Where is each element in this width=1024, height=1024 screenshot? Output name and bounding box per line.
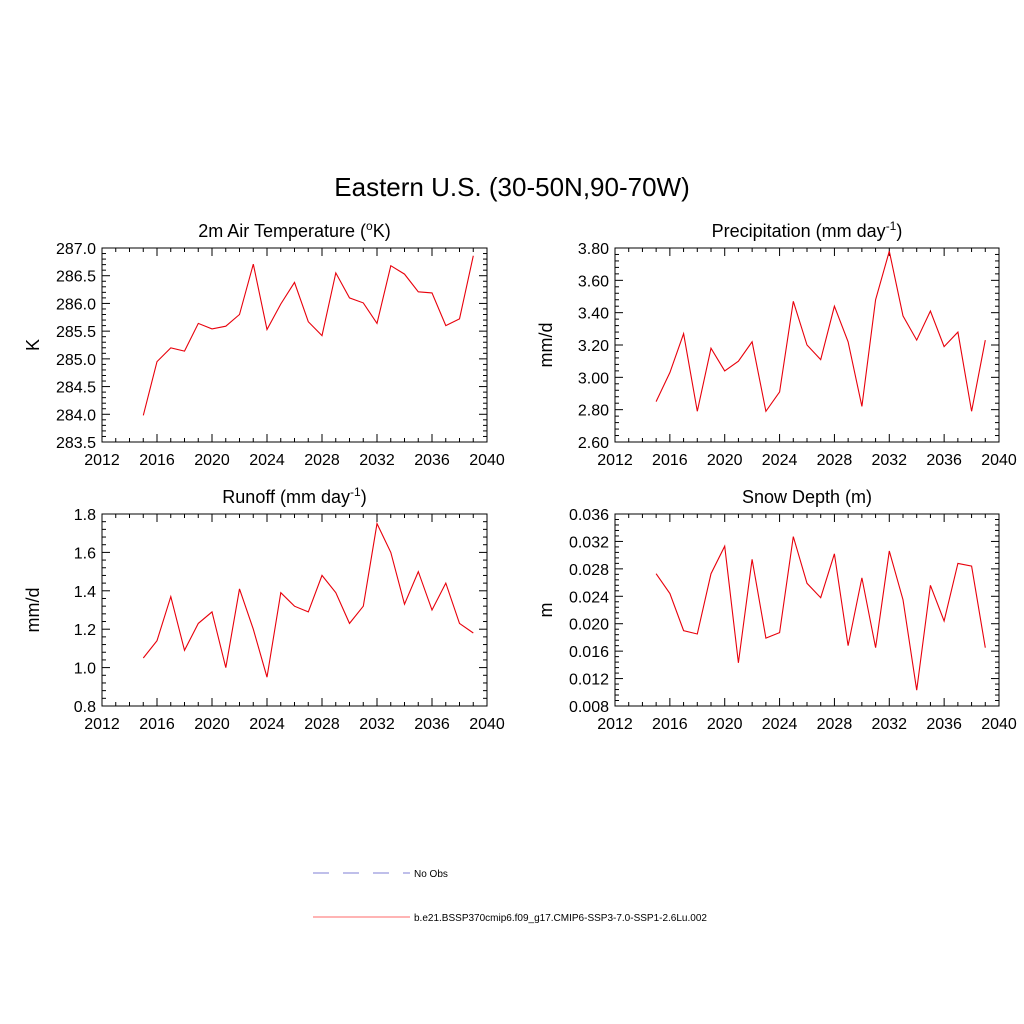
y-axis-label-snow-depth: m	[536, 603, 556, 618]
panel-title-precipitation: Precipitation (mm day-1)	[712, 219, 903, 241]
x-tick-label: 2012	[84, 716, 120, 733]
y-tick-label: 287.0	[56, 241, 96, 258]
y-tick-label: 1.2	[74, 622, 96, 639]
y-tick-label: 0.028	[569, 562, 609, 579]
x-tick-label: 2040	[981, 452, 1017, 469]
x-tick-label: 2036	[414, 716, 450, 733]
y-axis-label-air-temperature: K	[23, 339, 43, 351]
x-tick-label: 2028	[304, 716, 340, 733]
legend-label-model-run: b.e21.BSSP370cmip6.f09_g17.CMIP6-SSP3-7.…	[414, 913, 707, 924]
y-tick-label: 3.60	[578, 273, 609, 290]
y-tick-label: 285.5	[56, 324, 96, 341]
plot-frame	[101, 247, 488, 443]
y-tick-label: 1.4	[74, 584, 96, 601]
series-line-precipitation	[655, 251, 986, 413]
x-tick-label: 2020	[707, 452, 743, 469]
y-tick-label: 1.8	[74, 507, 96, 524]
y-tick-label: 284.5	[56, 380, 96, 397]
chart-runoff: Runoff (mm day-1) mm/d 2012 2016 2020 2024 202…	[23, 485, 505, 733]
x-tick-label: 2016	[652, 716, 688, 733]
x-tick-label: 2040	[469, 452, 505, 469]
x-tick-label: 2028	[304, 452, 340, 469]
x-tick-label: 2032	[871, 452, 907, 469]
y-tick-label: 0.024	[569, 589, 609, 606]
y-tick-label: 0.020	[569, 617, 609, 634]
y-tick-label: 3.80	[578, 241, 609, 258]
y-tick-label: 0.036	[569, 507, 609, 524]
x-tick-label: 2020	[194, 716, 230, 733]
y-tick-label: 283.5	[56, 435, 96, 452]
x-tick-label: 2036	[926, 716, 962, 733]
x-tick-label: 2024	[762, 716, 798, 733]
chart-precipitation: Precipitation (mm day-1) mm/d 2012 2016 2020…	[536, 219, 1017, 469]
x-tick-label: 2016	[652, 452, 688, 469]
panel-title-snow-depth: Snow Depth (m)	[742, 487, 872, 507]
y-tick-label: 1.0	[74, 661, 96, 678]
panel-title-runoff: Runoff (mm day-1)	[222, 485, 366, 507]
x-tick-label: 2012	[84, 452, 120, 469]
x-tick-label: 2024	[762, 452, 798, 469]
y-tick-label: 0.016	[569, 644, 609, 661]
legend-label-no-obs: No Obs	[414, 869, 448, 880]
series-line-runoff	[142, 521, 474, 678]
y-tick-label: 285.0	[56, 352, 96, 369]
x-tick-label: 2024	[249, 716, 285, 733]
x-tick-label: 2040	[981, 716, 1017, 733]
series-line-snow-depth	[655, 536, 986, 691]
y-tick-label: 3.40	[578, 306, 609, 323]
x-tick-label: 2036	[926, 452, 962, 469]
x-tick-label: 2012	[597, 716, 633, 733]
x-tick-label: 2032	[359, 716, 395, 733]
x-tick-label: 2020	[194, 452, 230, 469]
y-tick-label: 3.00	[578, 370, 609, 387]
x-tick-label: 2016	[139, 716, 175, 733]
x-tick-label: 2016	[139, 452, 175, 469]
plot-frame	[101, 513, 488, 707]
panel-title-air-temperature: 2m Air Temperature (oK)	[198, 219, 390, 241]
x-tick-label: 2012	[597, 452, 633, 469]
figure-title: Eastern U.S. (30-50N,90-70W)	[334, 172, 689, 202]
y-tick-label: 1.6	[74, 545, 96, 562]
legend: No Obs b.e21.BSSP370cmip6.f09_g17.CMIP6-…	[313, 869, 707, 924]
x-tick-label: 2024	[249, 452, 285, 469]
x-tick-label: 2032	[359, 452, 395, 469]
y-tick-label: 0.032	[569, 534, 609, 551]
y-axis-label-precipitation: mm/d	[536, 323, 556, 368]
y-tick-label: 286.5	[56, 269, 96, 286]
x-tick-label: 2028	[817, 452, 853, 469]
x-tick-label: 2036	[414, 452, 450, 469]
y-tick-label: 284.0	[56, 407, 96, 424]
x-tick-label: 2032	[871, 716, 907, 733]
y-axis-label-runoff: mm/d	[23, 588, 43, 633]
plot-frame	[614, 513, 1000, 707]
x-tick-label: 2020	[707, 716, 743, 733]
x-tick-label: 2028	[817, 716, 853, 733]
y-tick-label: 2.80	[578, 403, 609, 420]
y-tick-label: 3.20	[578, 338, 609, 355]
series-line-air-temperature	[142, 255, 474, 416]
x-tick-label: 2040	[469, 716, 505, 733]
y-tick-label: 0.012	[569, 672, 609, 689]
y-tick-label: 0.008	[569, 699, 609, 716]
chart-air-temperature: 2m Air Temperature (oK) K 2012 2016 2020 2024…	[23, 219, 505, 469]
y-tick-label: 2.60	[578, 435, 609, 452]
y-tick-label: 0.8	[74, 699, 96, 716]
chart-snow-depth: Snow Depth (m) m 2012 2016 2020 2024 2028 2032 2…	[536, 487, 1017, 733]
y-tick-label: 286.0	[56, 296, 96, 313]
